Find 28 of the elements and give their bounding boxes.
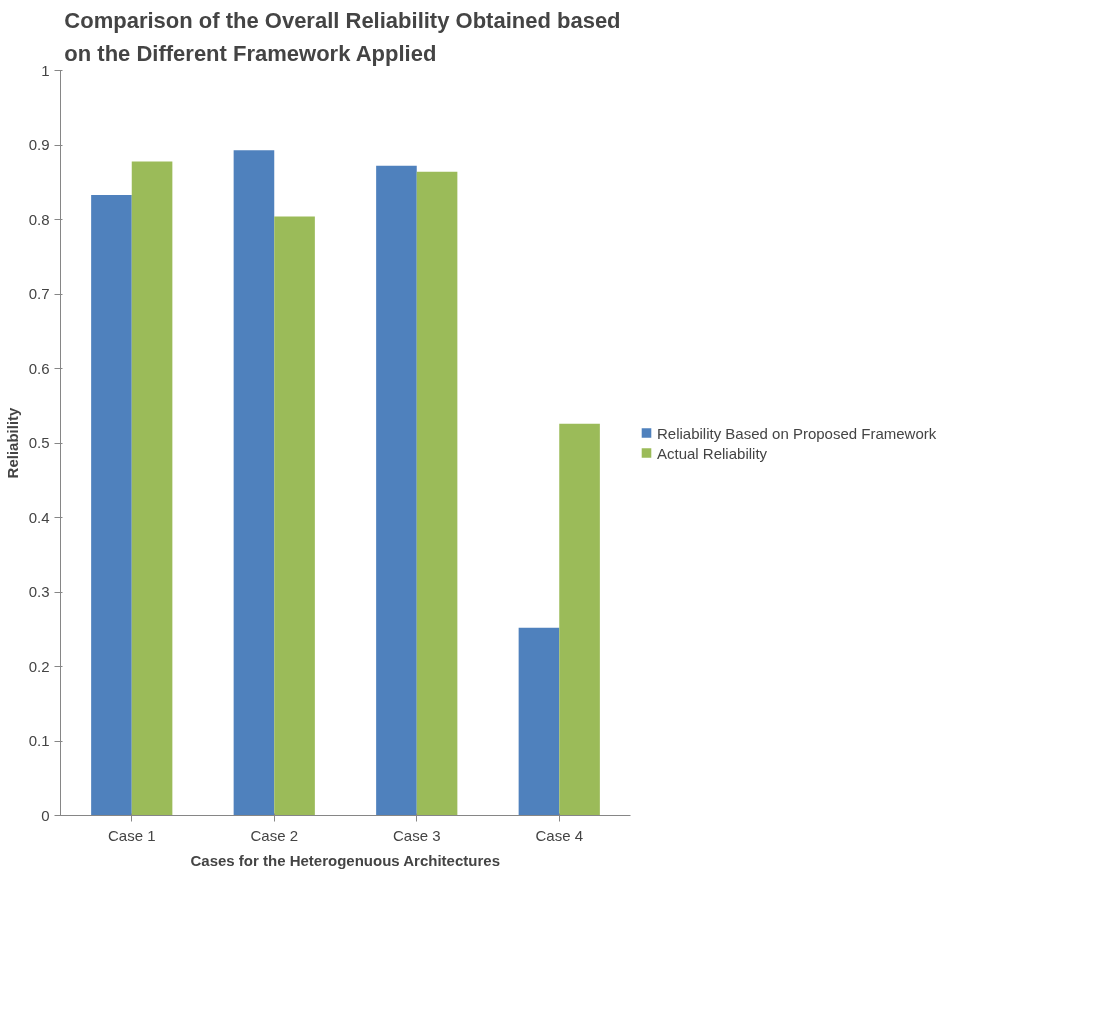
y-tick-label: 0.8 bbox=[28, 210, 50, 228]
y-tick-label: 0.3 bbox=[28, 583, 50, 600]
x-tick-label: Case 2 bbox=[250, 826, 299, 844]
x-tick-label: Case 4 bbox=[535, 826, 584, 844]
y-tick-label: 0.2 bbox=[28, 657, 50, 675]
bar bbox=[274, 216, 315, 816]
y-axis-title: Reliability bbox=[3, 406, 21, 479]
bar bbox=[131, 161, 173, 816]
bar bbox=[376, 165, 417, 816]
legend-label: Actual Reliability bbox=[657, 444, 768, 461]
y-tick-label: 0.4 bbox=[28, 508, 50, 526]
bar bbox=[91, 194, 132, 816]
bar bbox=[518, 627, 560, 816]
y-tick-label: 0.5 bbox=[28, 434, 50, 451]
bar bbox=[416, 171, 458, 816]
x-tick-label: Case 3 bbox=[392, 826, 441, 844]
y-tick-label: 1 bbox=[41, 61, 50, 79]
y-tick-label: 0.1 bbox=[28, 732, 50, 749]
y-tick-label: 0 bbox=[41, 806, 50, 824]
x-axis-title: Cases for the Heterogenuous Architectures bbox=[190, 851, 500, 869]
chart-title: Comparison of the Overall Reliability Obtained based on the Different Framework Applied bbox=[64, 8, 621, 66]
x-tick-label: Case 1 bbox=[107, 826, 156, 844]
y-tick-label: 0.7 bbox=[28, 285, 50, 302]
bar bbox=[233, 150, 275, 816]
bar bbox=[559, 423, 600, 816]
legend-label: Reliability Based on Proposed Framework bbox=[657, 424, 937, 441]
y-tick-label: 0.9 bbox=[28, 136, 50, 153]
y-tick-label: 0.6 bbox=[28, 359, 50, 377]
